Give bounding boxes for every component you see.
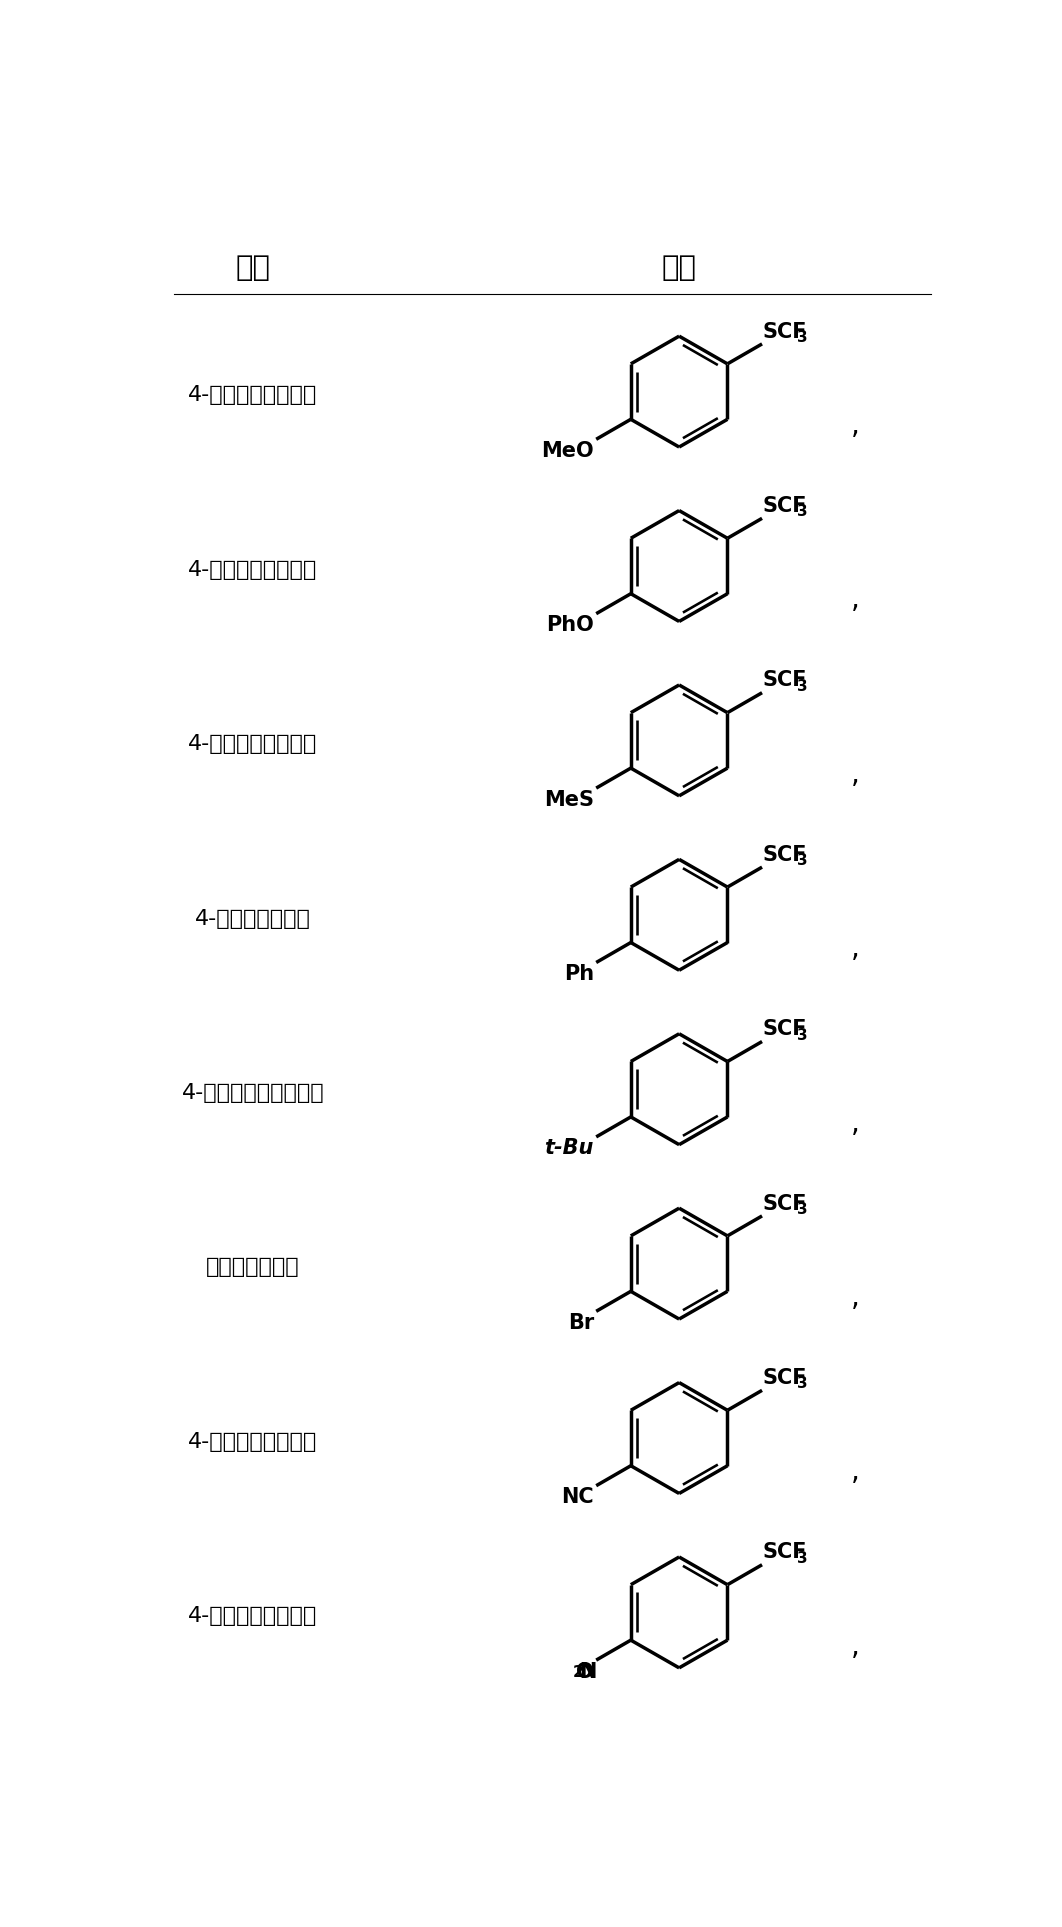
Text: 3: 3: [798, 505, 808, 520]
Text: SCF: SCF: [763, 1193, 807, 1214]
Text: SCF: SCF: [763, 1542, 807, 1563]
Text: 3: 3: [798, 1202, 808, 1218]
Text: SCF: SCF: [763, 844, 807, 865]
Text: Br: Br: [567, 1312, 594, 1333]
Text: ,: ,: [851, 761, 859, 788]
Text: 4-氰基三氟甲硫基苯: 4-氰基三氟甲硫基苯: [188, 1432, 318, 1451]
Text: 溴三氟甲硫基苯: 溴三氟甲硫基苯: [206, 1258, 299, 1278]
Text: ,: ,: [851, 1632, 859, 1661]
Text: 3: 3: [798, 1027, 808, 1043]
Text: 结构: 结构: [662, 254, 697, 281]
Text: ,: ,: [851, 586, 859, 615]
Text: SCF: SCF: [763, 495, 807, 516]
Text: ,: ,: [851, 412, 859, 439]
Text: 4-甲硫基三氟甲硫苯: 4-甲硫基三氟甲硫苯: [188, 734, 318, 753]
Text: ,: ,: [851, 1110, 859, 1137]
Text: SCF: SCF: [763, 1368, 807, 1387]
Text: 3: 3: [798, 854, 808, 869]
Text: 2: 2: [573, 1665, 584, 1680]
Text: MeS: MeS: [544, 790, 594, 809]
Text: Ph: Ph: [564, 964, 594, 985]
Text: N: N: [579, 1661, 597, 1682]
Text: 3: 3: [798, 1551, 808, 1567]
Text: 4-苯氧基三氟甲硫苯: 4-苯氧基三氟甲硫苯: [188, 561, 318, 580]
Text: NC: NC: [561, 1488, 594, 1507]
Text: ,: ,: [851, 1459, 859, 1486]
Text: SCF: SCF: [763, 1019, 807, 1039]
Text: SCF: SCF: [763, 671, 807, 690]
Text: PhO: PhO: [546, 615, 594, 636]
Text: 名称: 名称: [236, 254, 271, 281]
Text: O: O: [577, 1661, 594, 1682]
Text: ,: ,: [851, 935, 859, 964]
Text: 3: 3: [798, 1376, 808, 1391]
Text: t-Bu: t-Bu: [545, 1139, 594, 1158]
Text: 4-甲氧基三氟甲硫苯: 4-甲氧基三氟甲硫苯: [188, 385, 318, 405]
Text: ,: ,: [851, 1283, 859, 1312]
Text: 4-硝基三氟甲硫基苯: 4-硝基三氟甲硫基苯: [188, 1607, 318, 1626]
Text: 4-苯基三氟甲硫苯: 4-苯基三氟甲硫苯: [195, 910, 311, 929]
Text: SCF: SCF: [763, 322, 807, 341]
Text: MeO: MeO: [542, 441, 594, 461]
Text: 3: 3: [798, 330, 808, 345]
Text: 3: 3: [798, 678, 808, 694]
Text: 4-叔丁基三氟甲硫基苯: 4-叔丁基三氟甲硫基苯: [182, 1083, 324, 1102]
